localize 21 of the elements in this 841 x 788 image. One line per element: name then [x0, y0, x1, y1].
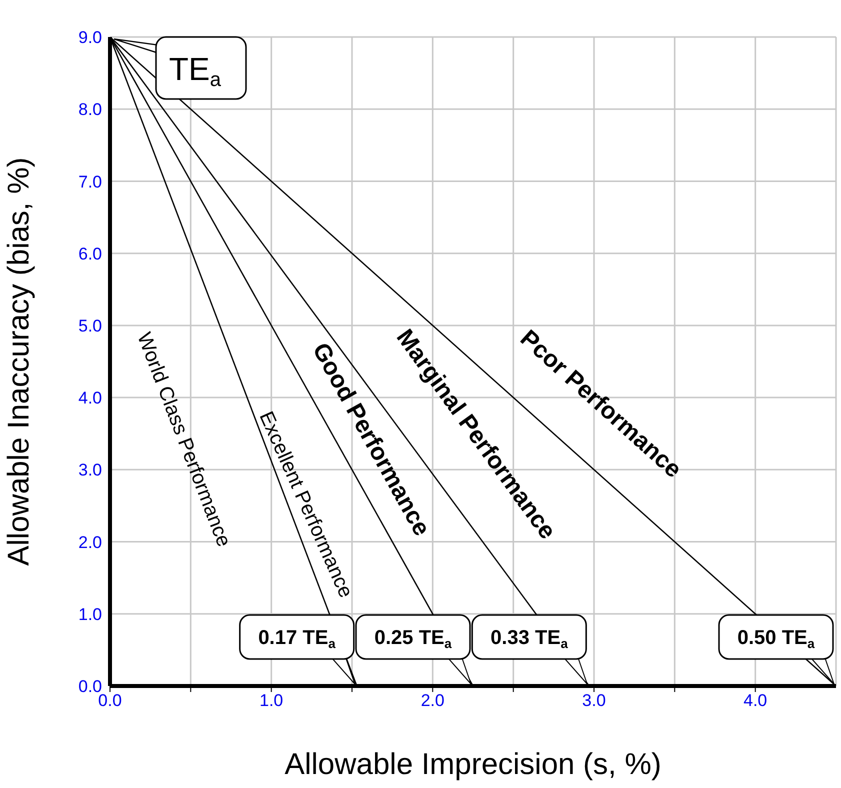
y-tick-label: 1.0 — [78, 604, 102, 624]
y-tick-label: 5.0 — [78, 316, 102, 336]
y-tick-label: 8.0 — [78, 100, 102, 120]
x-tick-label: 2.0 — [420, 691, 444, 710]
x-tick-label: 0.0 — [98, 691, 122, 710]
x-tick-label: 4.0 — [744, 691, 768, 710]
annotation: 0.50 TE$_{a}$ — [737, 627, 816, 651]
x-tick-label: 1.0 — [260, 691, 284, 710]
y-tick-label: 2.0 — [78, 532, 102, 552]
x-axis-title: Allowable Imprecision (s, %) — [284, 748, 662, 781]
y-tick-label: 7.0 — [78, 172, 102, 192]
y-tick-label: 3.0 — [78, 460, 102, 480]
y-tick-label: 9.0 — [78, 28, 102, 48]
annotation: 0.25 TE$_{a}$ — [374, 627, 452, 651]
annotation: 0.33 TE$_{a}$ — [490, 627, 569, 651]
annotation: TE$_{a}$ — [168, 51, 222, 91]
annotation: 0.17 TE$_{a}$ — [258, 627, 336, 651]
y-tick-label: 4.0 — [78, 388, 102, 408]
y-axis-title: Allowable Inaccuracy (bias, %) — [2, 157, 36, 566]
x-tick-label: 3.0 — [582, 691, 606, 710]
y-tick-label: 6.0 — [78, 244, 102, 264]
